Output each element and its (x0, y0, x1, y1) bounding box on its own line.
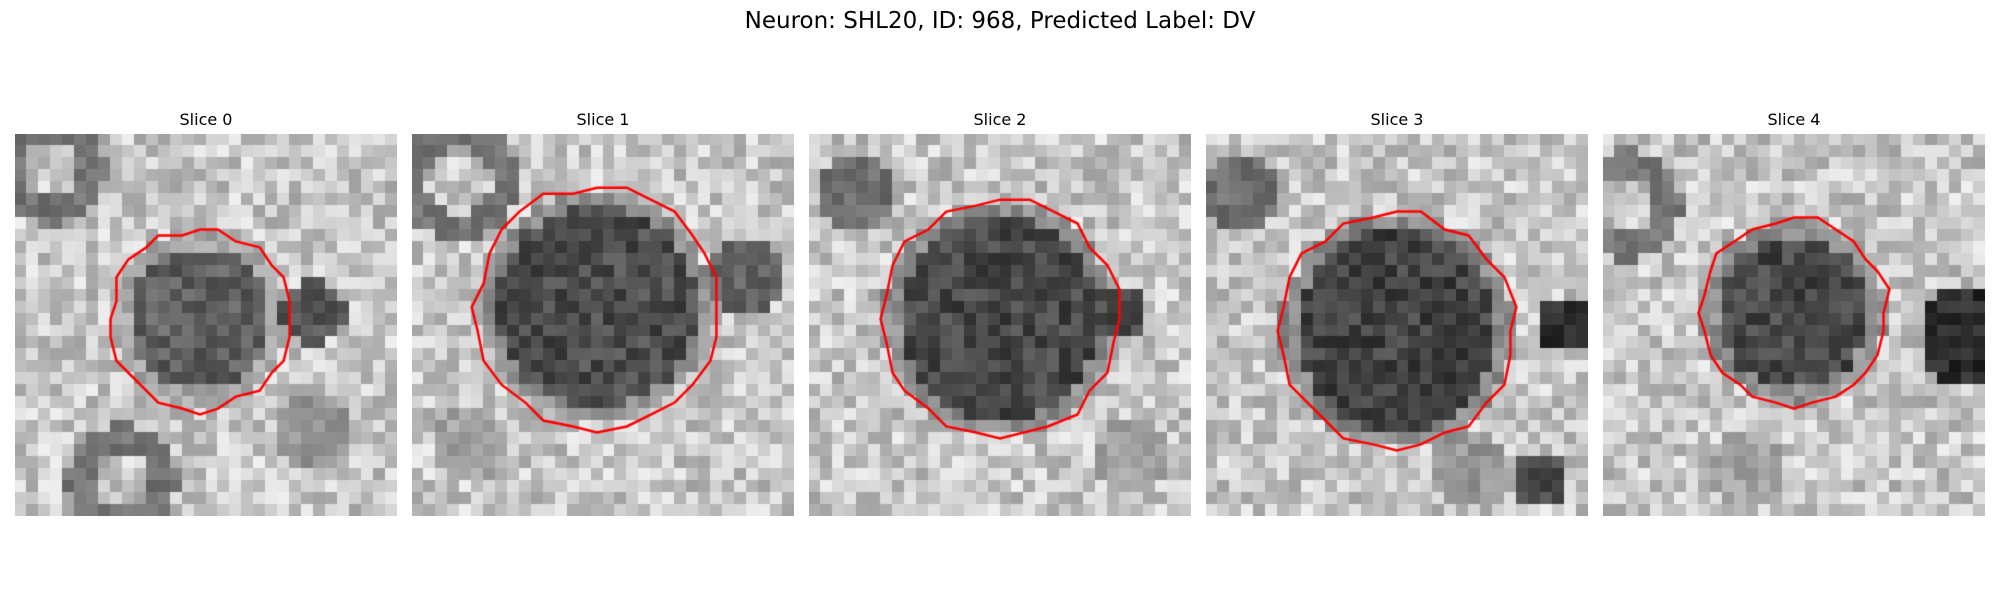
slice-title-1: Slice 1 (576, 110, 630, 129)
slice-title-0: Slice 0 (179, 110, 233, 129)
slice-image-2 (809, 134, 1191, 516)
slice-image-3 (1206, 134, 1588, 516)
slice-image-1 (412, 134, 794, 516)
slice-title-3: Slice 3 (1370, 110, 1424, 129)
slice-image-4 (1603, 134, 1985, 516)
figure-title: Neuron: SHL20, ID: 968, Predicted Label:… (744, 8, 1256, 34)
slice-title-4: Slice 4 (1767, 110, 1821, 129)
slice-title-2: Slice 2 (973, 110, 1027, 129)
slice-image-0 (15, 134, 397, 516)
